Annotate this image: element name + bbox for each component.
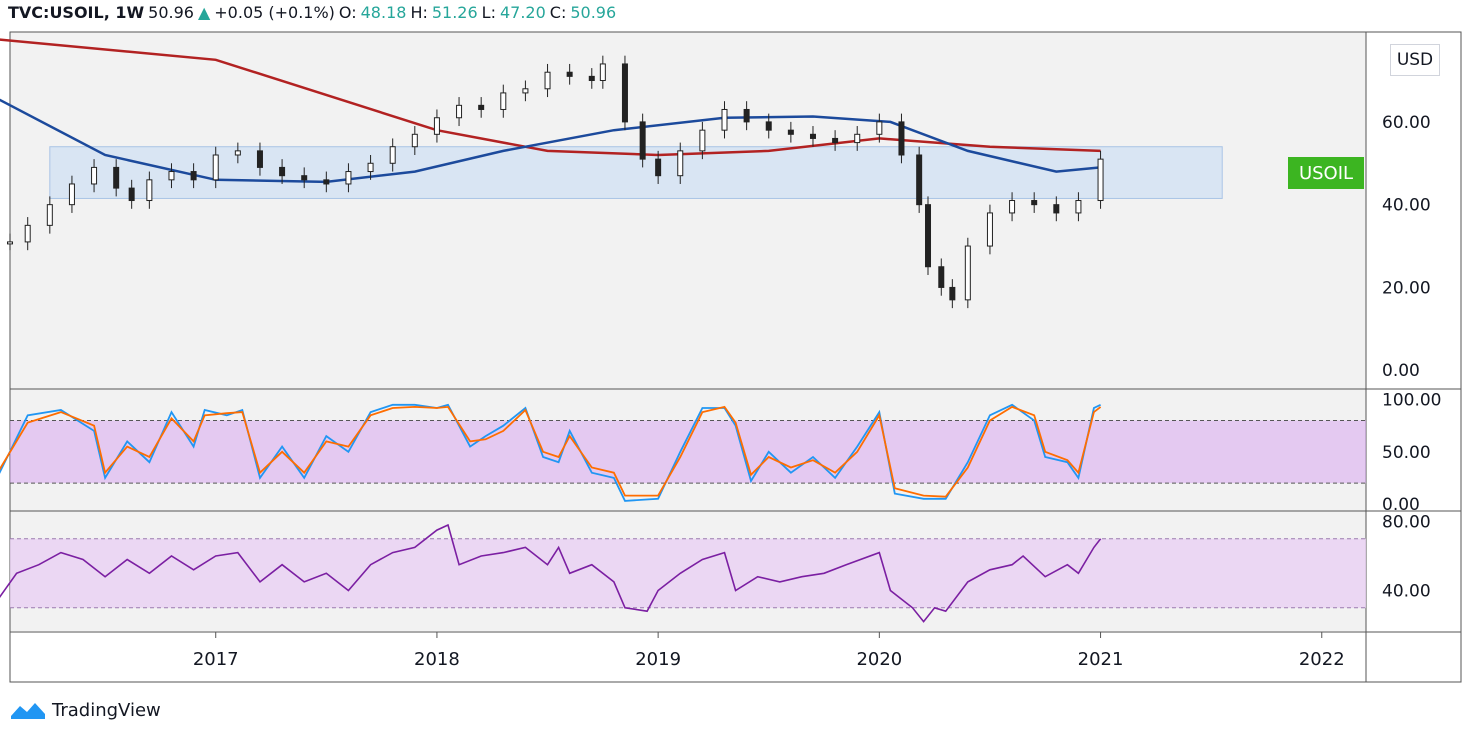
price-tick-label: 60.00 (1382, 113, 1431, 133)
candle (234, 150, 241, 156)
time-tick-label: 2017 (193, 649, 239, 670)
price-tag: USOIL (1288, 157, 1364, 189)
candle (128, 187, 135, 202)
candle (938, 266, 945, 288)
candle (345, 171, 352, 185)
time-tick-label: 2019 (635, 649, 681, 670)
rsi-tick-label: 40.00 (1382, 582, 1431, 602)
time-tick-label: 2021 (1078, 649, 1124, 670)
candle (916, 154, 923, 206)
candle (832, 137, 839, 144)
candle (190, 171, 197, 181)
rsi-tick-label: 80.00 (1382, 513, 1431, 533)
high-label: H: (410, 2, 428, 22)
candle (699, 129, 706, 152)
brand-name: TradingView (52, 699, 161, 721)
candle (500, 92, 507, 110)
candle (876, 121, 883, 135)
candle (367, 162, 374, 173)
candle (256, 150, 263, 168)
candle (1031, 200, 1038, 206)
tradingview-logo-icon (11, 703, 45, 719)
candle (24, 224, 31, 243)
open-value: 48.18 (360, 2, 407, 22)
candle (809, 133, 816, 139)
stochastic-band (10, 420, 1366, 484)
candle (721, 108, 728, 131)
stochastic-d-line (0, 405, 1102, 498)
candle (146, 179, 153, 202)
stochastic-tick-label: 100.00 (1382, 391, 1441, 411)
candle (212, 154, 219, 181)
candle (168, 171, 175, 181)
stochastic-tick-label: 50.00 (1382, 443, 1431, 463)
candle (566, 71, 573, 77)
low-label: L: (481, 2, 496, 22)
candle (621, 63, 628, 123)
stochastic-tick-label: 0.00 (1382, 495, 1420, 515)
close-value: 50.96 (570, 2, 617, 22)
close-label: C: (549, 2, 567, 22)
candle (964, 245, 971, 301)
candle (1075, 200, 1082, 214)
open-label: O: (338, 2, 357, 22)
candle (854, 133, 861, 144)
candle (639, 121, 646, 160)
rsi-band (10, 538, 1366, 608)
low-value: 47.20 (499, 2, 546, 22)
time-tick-label: 2018 (414, 649, 460, 670)
price-tick-label: 0.00 (1382, 361, 1420, 381)
candle (949, 286, 956, 301)
candle (301, 175, 308, 181)
candle (478, 104, 485, 110)
symbol-title[interactable]: TVC:USOIL, 1W (8, 2, 145, 22)
last-price: 50.96 (148, 2, 194, 22)
candle (655, 158, 662, 177)
candle (765, 121, 772, 131)
candle (588, 75, 595, 82)
candle (898, 121, 905, 156)
brand-logo[interactable]: TradingView (10, 696, 161, 724)
candle (389, 146, 396, 164)
candle (456, 104, 463, 119)
candle (599, 63, 606, 82)
candle (1097, 158, 1104, 202)
price-tick-label: 40.00 (1382, 196, 1431, 216)
change-arrow-icon: ▲ (197, 2, 211, 22)
candle (323, 179, 330, 185)
chart-header: TVC:USOIL, 1W 50.96 ▲ +0.05 (+0.1%) O: 48… (8, 0, 620, 24)
candle (46, 204, 53, 226)
candle (787, 129, 794, 135)
candle (986, 212, 993, 247)
price-change: +0.05 (+0.1%) (214, 2, 335, 22)
candle (433, 117, 440, 135)
candle (1009, 200, 1016, 214)
rsi-line (0, 523, 1102, 623)
candle (544, 71, 551, 90)
currency-badge[interactable]: USD (1390, 44, 1440, 76)
price-tick-label: 20.00 (1382, 278, 1431, 298)
candle (68, 183, 75, 206)
candle (1053, 204, 1060, 214)
candle (411, 133, 418, 148)
candle (743, 108, 750, 123)
time-tick-label: 2020 (856, 649, 902, 670)
time-tick-label: 2022 (1299, 649, 1345, 670)
candle (522, 88, 529, 94)
candle (925, 204, 932, 268)
candle (113, 166, 120, 189)
candle (7, 241, 13, 245)
candle (91, 166, 98, 185)
candle (677, 150, 684, 177)
candle (279, 166, 286, 177)
chart-frame (9, 31, 1462, 683)
high-value: 51.26 (431, 2, 478, 22)
plot-background (10, 32, 1366, 631)
